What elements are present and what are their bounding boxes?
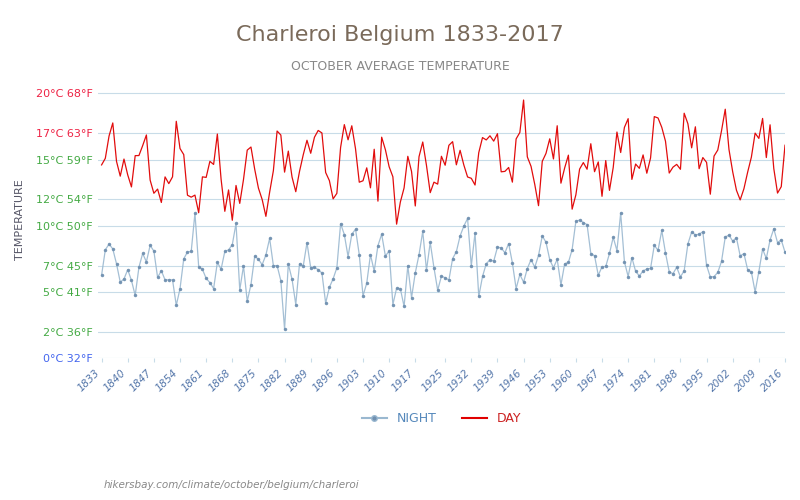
Text: Charleroi Belgium 1833-2017: Charleroi Belgium 1833-2017	[236, 25, 564, 45]
Text: hikersbay.com/climate/october/belgium/charleroi: hikersbay.com/climate/october/belgium/ch…	[104, 480, 360, 490]
Text: OCTOBER AVERAGE TEMPERATURE: OCTOBER AVERAGE TEMPERATURE	[290, 60, 510, 73]
Y-axis label: TEMPERATURE: TEMPERATURE	[15, 179, 25, 260]
Legend: NIGHT, DAY: NIGHT, DAY	[357, 407, 526, 430]
